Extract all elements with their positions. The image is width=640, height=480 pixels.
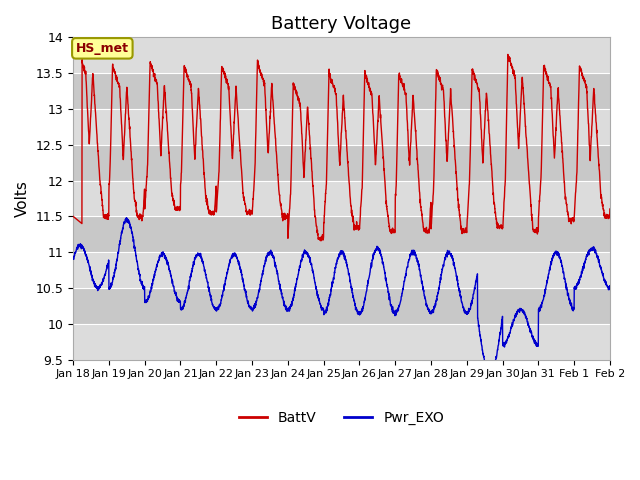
Bar [73, 288, 610, 324]
Pwr_EXO [299, 252, 307, 258]
Line: Pwr_EXO: Pwr_EXO [73, 218, 610, 376]
Legend: BattV, Pwr_EXO: BattV, Pwr_EXO [234, 405, 449, 431]
Line: BattV: BattV [73, 54, 610, 241]
Bar [73, 252, 610, 288]
BattV [131, 196, 138, 202]
Pwr_EXO [69, 255, 77, 261]
BattV [317, 238, 325, 244]
Bar [73, 109, 610, 145]
Pwr_EXO [596, 263, 604, 269]
BattV [298, 138, 306, 144]
Pwr_EXO [538, 300, 546, 305]
Bar [73, 324, 610, 360]
Y-axis label: Volts: Volts [15, 180, 30, 217]
Pwr_EXO [606, 283, 614, 289]
Pwr_EXO [486, 373, 494, 379]
Bar [73, 180, 610, 216]
Bar [73, 37, 610, 73]
BattV [606, 206, 614, 212]
Text: HS_met: HS_met [76, 42, 129, 55]
Pwr_EXO [163, 255, 170, 261]
BattV [504, 51, 512, 57]
Pwr_EXO [275, 281, 283, 287]
Title: Battery Voltage: Battery Voltage [271, 15, 412, 33]
BattV [275, 189, 283, 194]
Bar [73, 145, 610, 180]
Pwr_EXO [123, 215, 131, 221]
Pwr_EXO [131, 243, 138, 249]
Bar [73, 73, 610, 109]
BattV [596, 173, 604, 179]
BattV [69, 214, 77, 219]
BattV [163, 110, 170, 116]
BattV [538, 143, 546, 149]
Bar [73, 216, 610, 252]
